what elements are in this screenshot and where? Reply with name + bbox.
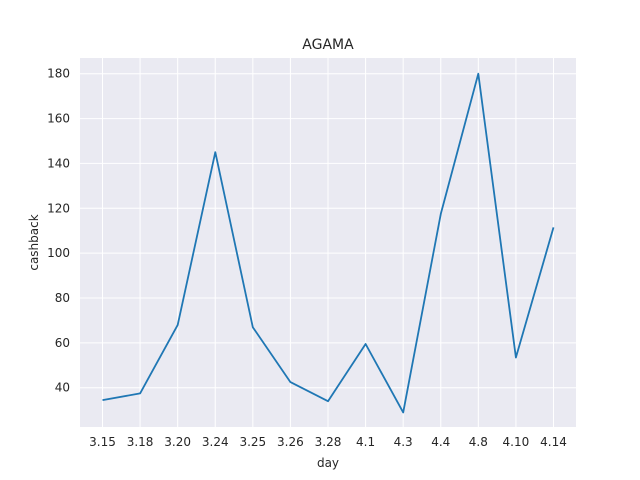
x-tick-label: 4.10 xyxy=(503,435,530,449)
x-axis-label: day xyxy=(317,456,339,470)
y-tick-label: 160 xyxy=(47,112,70,126)
x-tick-label: 4.14 xyxy=(540,435,567,449)
x-tick-label: 4.3 xyxy=(394,435,413,449)
x-tick-label: 3.24 xyxy=(202,435,229,449)
y-axis-ticks: 40 60 80 100 120 140 160 180 xyxy=(47,67,70,395)
x-tick-label: 3.15 xyxy=(89,435,116,449)
x-tick-label: 3.20 xyxy=(164,435,191,449)
series-group xyxy=(102,72,555,414)
chart-title: AGAMA xyxy=(302,37,354,53)
x-tick-label: 4.4 xyxy=(431,435,450,449)
y-tick-label: 100 xyxy=(47,246,70,260)
y-tick-label: 60 xyxy=(55,336,70,350)
x-tick-label: 4.8 xyxy=(469,435,488,449)
x-tick-label: 3.18 xyxy=(127,435,154,449)
x-tick-label: 3.26 xyxy=(277,435,304,449)
x-tick-label: 3.25 xyxy=(239,435,266,449)
y-tick-label: 140 xyxy=(47,156,70,170)
x-axis-ticks: 3.15 3.18 3.20 3.24 3.25 3.26 3.28 4.1 4.3 4.4 4.8… xyxy=(89,435,567,449)
y-tick-label: 180 xyxy=(47,67,70,81)
x-tick-label: 4.1 xyxy=(356,435,375,449)
y-tick-label: 120 xyxy=(47,201,70,215)
grid xyxy=(80,58,576,427)
x-tick-label: 3.28 xyxy=(315,435,342,449)
y-axis-label: cashback xyxy=(27,214,41,270)
y-tick-label: 80 xyxy=(55,291,70,305)
y-tick-label: 40 xyxy=(55,381,70,395)
